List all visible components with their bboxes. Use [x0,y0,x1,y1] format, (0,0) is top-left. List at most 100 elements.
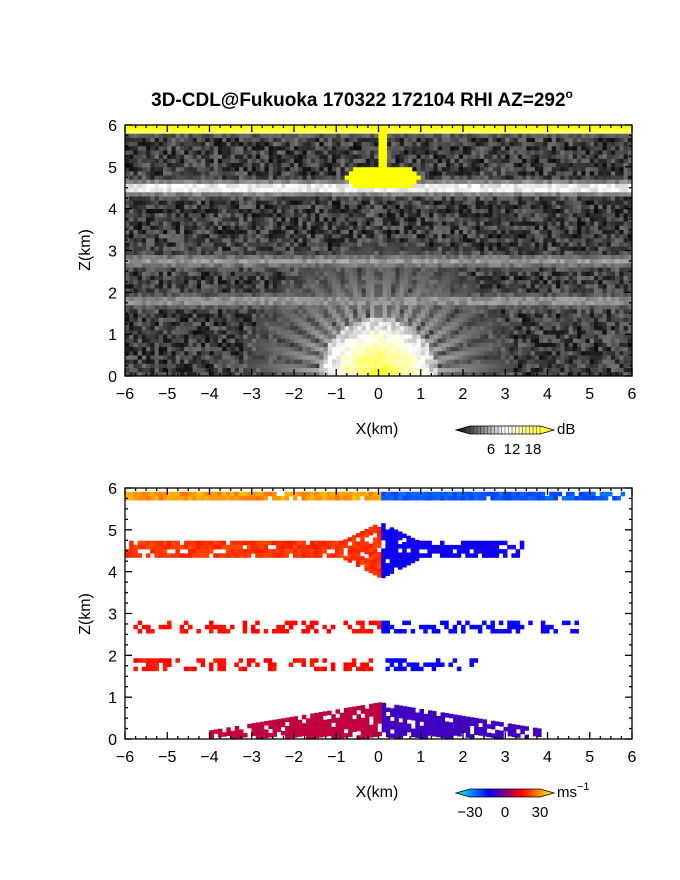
snr-cell [522,267,527,272]
snr-cell [217,338,223,343]
snr-cell [551,292,557,297]
snr-cell [255,346,261,352]
snr-cell [158,250,164,256]
snr-cell [484,292,489,297]
snr-cell [141,258,147,264]
snr-cell [137,283,143,289]
snr-cell [285,217,291,222]
snr-cell [213,329,219,335]
snr-cell [589,212,595,218]
snr-cell [484,267,489,272]
snr-cell [332,212,337,218]
snr-cell [539,225,544,230]
snr-cell [192,363,198,368]
snr-cell [488,229,493,235]
snr-cell [458,325,464,331]
snr-cell [589,229,595,235]
snr-cell [192,346,198,352]
snr-cell [357,212,362,218]
snr-cell [530,317,536,322]
snr-cell [509,329,515,335]
snr-cell [374,279,379,285]
snr-cell [598,338,603,343]
snr-cell [399,271,405,276]
snr-cell [420,212,426,218]
snr-cell [251,338,257,343]
snr-cell [412,371,417,377]
snr-cell [509,204,515,210]
snr-cell [412,309,417,314]
snr-cell [568,271,574,276]
snr-cell [382,350,388,356]
snr-cell [294,233,299,239]
snr-cell [141,296,147,302]
snr-cell [348,221,354,226]
snr-cell [488,334,493,339]
snr-cell [564,225,569,230]
snr-cell [568,229,574,235]
snr-cell [484,325,489,331]
snr-cell [513,317,519,322]
snr-cell [509,309,515,314]
snr-cell [163,217,168,222]
snr-cell [361,313,367,318]
snr-cell [129,338,134,343]
snr-cell [437,200,443,205]
snr-cell [332,329,337,335]
snr-cell [615,346,620,352]
snr-cell [323,258,329,264]
snr-cell [539,371,544,377]
snr-cell [125,233,130,239]
snr-cell [463,321,468,327]
snr-cell [424,242,430,247]
snr-cell [424,271,430,276]
snr-cell [125,317,130,322]
snr-cell [327,242,333,247]
snr-cell [205,304,210,310]
snr-cell [437,217,443,222]
snr-cell [319,288,324,293]
snr-cell [606,279,612,285]
snr-cell [568,292,574,297]
snr-cell [610,288,616,293]
snr-cell [420,334,426,339]
snr-cell [581,350,586,356]
snr-cell [357,359,362,364]
snr-cell [332,363,337,368]
snr-cell [361,350,367,356]
snr-cell [192,237,198,243]
snr-cell [323,346,329,352]
snr-cell [412,242,417,247]
snr-cell [496,329,502,335]
snr-cell [437,342,443,348]
snr-cell [610,229,616,235]
snr-cell [348,275,354,281]
snr-cell [154,271,160,276]
snr-cell [496,242,502,247]
snr-cell [365,279,371,285]
snr-cell [306,309,312,314]
snr-cell [433,334,438,339]
snr-cell [158,237,164,243]
snr-cell [184,355,189,360]
snr-cell [386,233,392,239]
snr-cell [133,313,139,318]
snr-cell [496,346,502,352]
snr-cell [471,246,477,251]
snr-cell [353,321,358,327]
snr-cell [222,229,227,235]
snr-cell [484,233,489,239]
snr-cell [285,263,291,268]
snr-cell [619,208,624,214]
snr-cell [315,250,320,256]
snr-cell [581,325,586,331]
snr-cell [294,208,299,214]
snr-cell [416,250,422,256]
snr-cell [386,317,392,322]
snr-cell [382,296,388,302]
snr-cell [163,258,168,264]
snr-cell [327,363,333,368]
snr-cell [323,313,329,318]
snr-cell [627,317,633,322]
snr-cell [572,258,578,264]
